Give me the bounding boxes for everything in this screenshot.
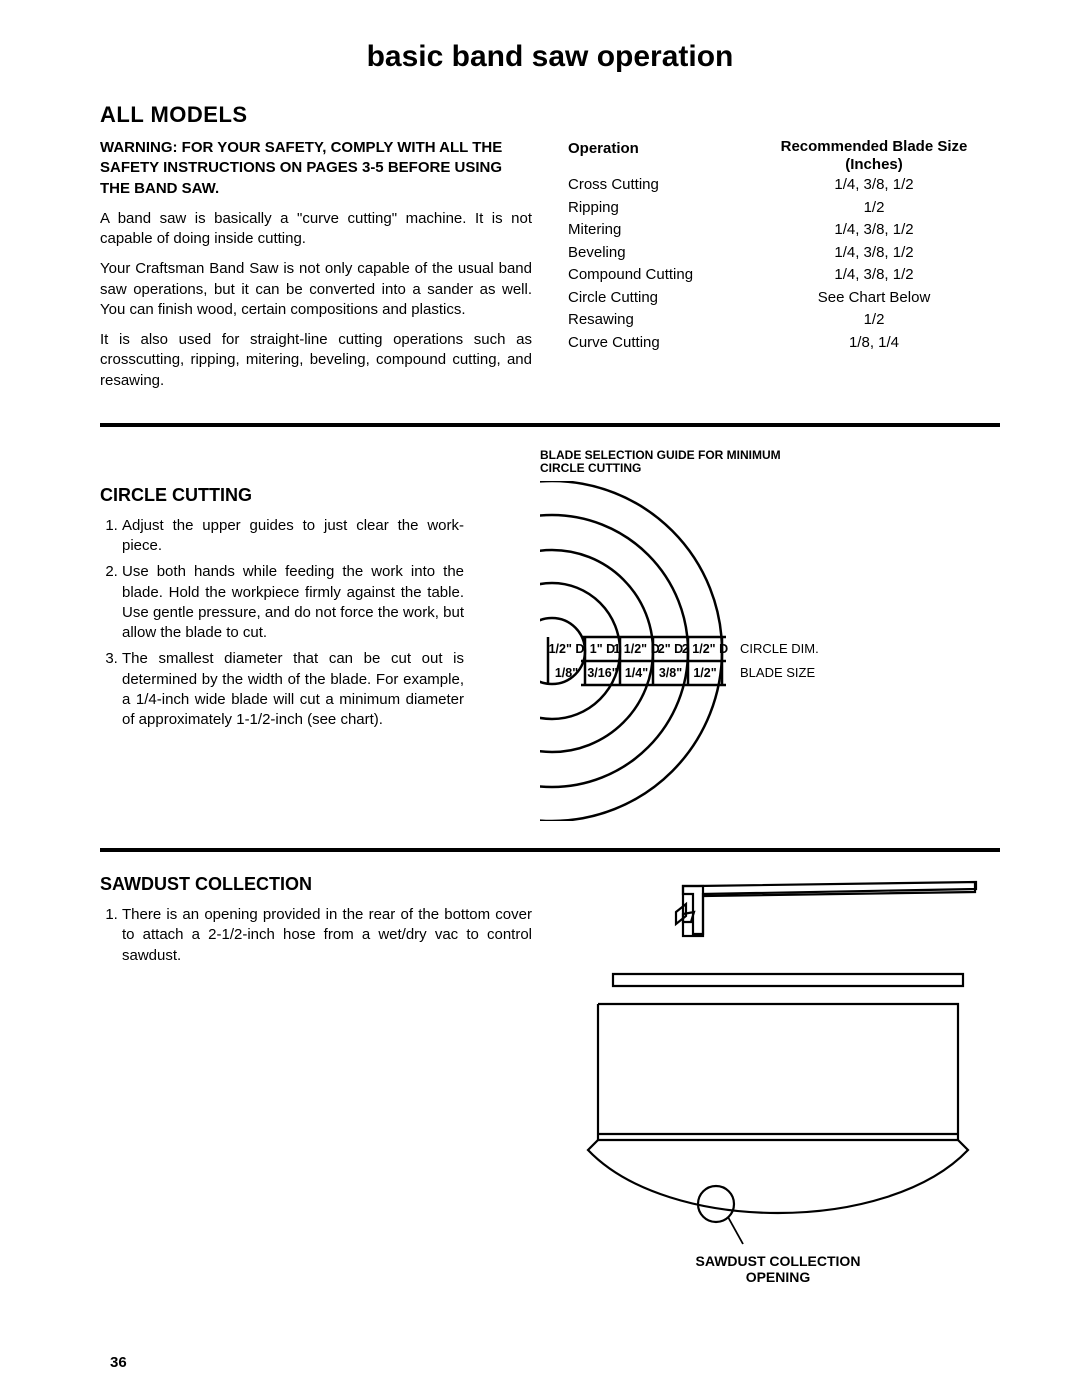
op-cell-r: 1/4, 3/8, 1/2 (748, 264, 1000, 287)
table-row: Mitering1/4, 3/8, 1/2 (568, 219, 1000, 242)
op-cell-r: 1/4, 3/8, 1/2 (748, 242, 1000, 265)
op-cell-r: 1/2 (748, 197, 1000, 220)
table-row: Circle CuttingSee Chart Below (568, 287, 1000, 310)
svg-text:CIRCLE DIM.: CIRCLE DIM. (740, 641, 819, 656)
sawdust-right: SAWDUST COLLECTIONOPENING (568, 874, 1000, 1319)
para2: Your Craftsman Band Saw is not only capa… (100, 259, 532, 320)
op-cell-l: Mitering (568, 219, 748, 242)
operation-table: Operation Recommended Blade Size (Inches… (568, 138, 1000, 354)
list-item: There is an opening provided in the rear… (122, 905, 532, 966)
divider-2 (100, 848, 1000, 852)
table-row: Ripping1/2 (568, 197, 1000, 220)
svg-text:3/16": 3/16" (587, 666, 617, 680)
circle-cutting-header: CIRCLE CUTTING (100, 485, 464, 506)
op-cell-l: Compound Cutting (568, 264, 748, 287)
list-item: Use both hands while feeding the work in… (122, 562, 464, 643)
page-number: 36 (110, 1354, 127, 1371)
op-cell-l: Curve Cutting (568, 332, 748, 355)
section1-right: Operation Recommended Blade Size (Inches… (568, 138, 1000, 401)
op-cell-l: Ripping (568, 197, 748, 220)
svg-text:OPENING: OPENING (746, 1269, 811, 1285)
circle-steps: Adjust the upper guides to just clear th… (100, 516, 464, 731)
op-table-head: Operation Recommended Blade Size (Inches… (568, 138, 1000, 174)
op-head-l: Operation (568, 138, 748, 174)
svg-text:SAWDUST COLLECTION: SAWDUST COLLECTION (696, 1253, 861, 1269)
chart-title-line2: CIRCLE CUTTING (540, 461, 641, 475)
svg-text:1/8": 1/8" (555, 666, 578, 680)
svg-text:1/4": 1/4" (625, 666, 648, 680)
svg-text:BLADE SIZE: BLADE SIZE (740, 665, 815, 680)
blade-chart-title: BLADE SELECTION GUIDE FOR MINIMUM CIRCLE… (540, 449, 1000, 475)
sawdust-diagram: SAWDUST COLLECTIONOPENING (568, 874, 988, 1314)
table-row: Cross Cutting1/4, 3/8, 1/2 (568, 174, 1000, 197)
op-head-r2: (Inches) (845, 156, 903, 173)
op-cell-l: Beveling (568, 242, 748, 265)
sawdust-section: SAWDUST COLLECTION There is an opening p… (100, 874, 1000, 1319)
warning-text: WARNING: FOR YOUR SAFETY, COMPLY WITH AL… (100, 138, 532, 199)
circle-left: CIRCLE CUTTING Adjust the upper guides t… (100, 449, 464, 826)
blade-selection-diagram: 1/2" D 1/8" 1" D 3/16" 1 1/2" D 1/4" 2" D 3/8"2… (540, 481, 1000, 821)
table-row: Resawing1/2 (568, 309, 1000, 332)
op-cell-r: 1/4, 3/8, 1/2 (748, 174, 1000, 197)
op-cell-l: Resawing (568, 309, 748, 332)
op-cell-r: 1/4, 3/8, 1/2 (748, 219, 1000, 242)
all-models-header: ALL MODELS (100, 102, 1000, 128)
chart-title-line1: BLADE SELECTION GUIDE FOR MINIMUM (540, 448, 781, 462)
sawdust-header: SAWDUST COLLECTION (100, 874, 532, 895)
table-row: Beveling1/4, 3/8, 1/2 (568, 242, 1000, 265)
svg-text:1" D: 1" D (590, 642, 615, 656)
para3: It is also used for straight-line cuttin… (100, 330, 532, 391)
op-head-r1: Recommended Blade Size (781, 138, 968, 155)
op-cell-l: Circle Cutting (568, 287, 748, 310)
page-title: basic band saw operation (100, 40, 1000, 74)
circle-section: CIRCLE CUTTING Adjust the upper guides t… (100, 449, 1000, 826)
list-item: Adjust the upper guides to just clear th… (122, 516, 464, 557)
sawdust-left: SAWDUST COLLECTION There is an opening p… (100, 874, 532, 1319)
svg-text:2 1/2" D: 2 1/2" D (682, 642, 728, 656)
svg-text:3/8": 3/8" (659, 666, 682, 680)
op-cell-r: 1/8, 1/4 (748, 332, 1000, 355)
table-row: Curve Cutting1/8, 1/4 (568, 332, 1000, 355)
op-cell-r: See Chart Below (748, 287, 1000, 310)
svg-text:1 1/2" D: 1 1/2" D (613, 642, 659, 656)
sawdust-steps: There is an opening provided in the rear… (100, 905, 532, 966)
svg-text:1/2" D: 1/2" D (549, 642, 585, 656)
list-item: The smallest diameter that can be cut ou… (122, 649, 464, 730)
op-cell-l: Cross Cutting (568, 174, 748, 197)
section1-columns: WARNING: FOR YOUR SAFETY, COMPLY WITH AL… (100, 138, 1000, 401)
divider-1 (100, 423, 1000, 427)
table-row: Compound Cutting1/4, 3/8, 1/2 (568, 264, 1000, 287)
para1: A band saw is basically a "curve cutting… (100, 209, 532, 250)
op-cell-r: 1/2 (748, 309, 1000, 332)
svg-text:2" D: 2" D (658, 642, 683, 656)
circle-right: BLADE SELECTION GUIDE FOR MINIMUM CIRCLE… (500, 449, 1000, 826)
section1-left: WARNING: FOR YOUR SAFETY, COMPLY WITH AL… (100, 138, 532, 401)
svg-text:1/2": 1/2" (693, 666, 716, 680)
op-head-r: Recommended Blade Size (Inches) (748, 138, 1000, 174)
